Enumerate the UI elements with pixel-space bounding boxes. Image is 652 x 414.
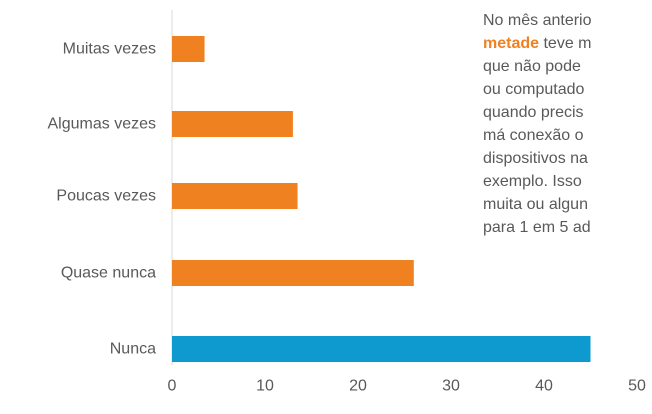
category-label: Muitas vezes	[63, 41, 156, 58]
category-label: Quase nunca	[61, 265, 156, 282]
bar-poucas-vezes	[172, 183, 298, 209]
annotation-line-3: que não pode	[483, 58, 581, 75]
annotation-line-4: ou computado	[483, 81, 585, 98]
category-label: Poucas vezes	[56, 188, 156, 205]
bar-nunca	[172, 336, 591, 362]
x-tick-label: 0	[168, 378, 177, 395]
x-tick-label: 30	[442, 378, 460, 395]
x-tick-label: 20	[349, 378, 367, 395]
annotation-line-1: No mês anterio	[483, 12, 592, 29]
annotation-line-10: para 1 em 5 ad	[483, 219, 591, 236]
category-label: Algumas vezes	[48, 116, 157, 133]
x-tick-labels: 0 10 20 30 40 50	[168, 378, 646, 395]
annotation-line-2-rest: teve m	[539, 35, 592, 52]
category-labels: Muitas vezes Algumas vezes Poucas vezes Qua…	[48, 41, 157, 358]
bar-algumas-vezes	[172, 111, 293, 137]
annotation-line-7: dispositivos na	[483, 150, 588, 167]
x-tick-label: 50	[628, 378, 646, 395]
annotation-line-9: muita ou algun	[483, 196, 588, 213]
bars-layer	[172, 36, 591, 362]
bar-muitas-vezes	[172, 36, 205, 62]
x-tick-label: 10	[256, 378, 274, 395]
annotation-line-8: exemplo. Isso	[483, 173, 582, 190]
category-label: Nunca	[110, 341, 156, 358]
bar-quase-nunca	[172, 260, 414, 286]
annotation-highlight: metade	[483, 35, 540, 52]
x-tick-label: 40	[535, 378, 553, 395]
annotation-line-5: quando precis	[483, 104, 584, 121]
annotation-line-6: má conexão o	[483, 127, 584, 144]
annotation-line-2: metade teve m	[483, 32, 652, 55]
annotation-text: No mês anterio metade teve m que não pod…	[483, 9, 652, 309]
